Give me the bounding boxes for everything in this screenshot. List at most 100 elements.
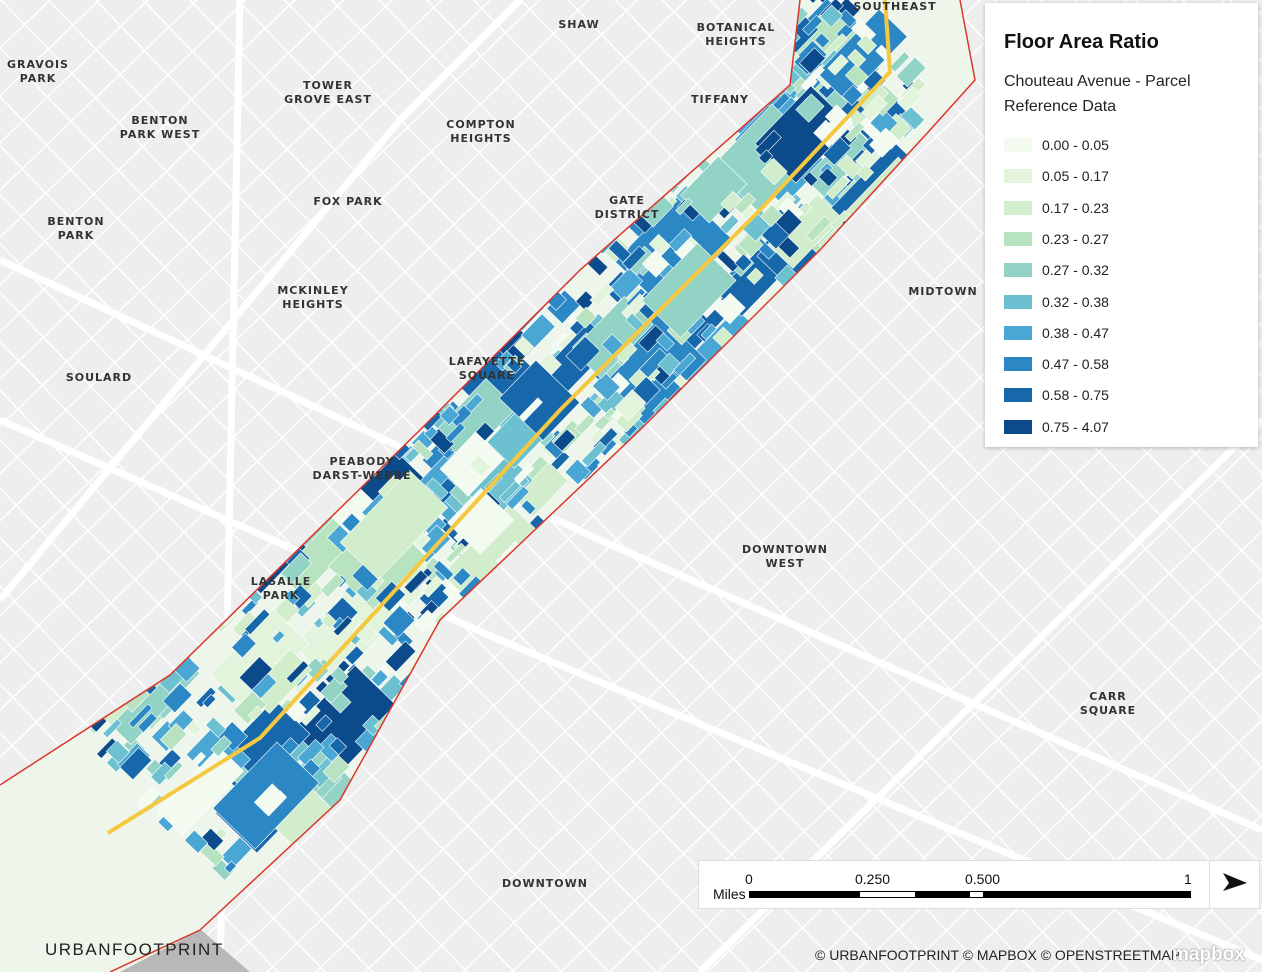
place-label-line: BENTON bbox=[131, 114, 188, 127]
place-label-line: SQUARE bbox=[1080, 704, 1136, 717]
parcel bbox=[244, 608, 271, 636]
parcel bbox=[280, 552, 313, 585]
parcel bbox=[856, 163, 875, 182]
parcel bbox=[760, 157, 788, 186]
parcel bbox=[648, 233, 672, 257]
legend-swatch bbox=[1004, 200, 1032, 215]
place-label: MIDTOWN bbox=[908, 285, 977, 298]
parcel bbox=[439, 405, 460, 426]
parcel bbox=[238, 656, 273, 691]
provider-logo[interactable]: mapbox bbox=[1172, 944, 1245, 965]
place-label-line: GRAVOIS bbox=[7, 58, 69, 71]
north-arrow[interactable] bbox=[1215, 861, 1255, 908]
parcel bbox=[896, 86, 923, 112]
place-label: LAFAYETTE SQUARE bbox=[449, 355, 526, 382]
place-label-line: PARK bbox=[263, 589, 300, 602]
parcel bbox=[622, 245, 647, 271]
parcel bbox=[202, 693, 217, 709]
parcel bbox=[339, 470, 449, 580]
legend-swatch bbox=[1004, 169, 1032, 184]
parcel bbox=[210, 735, 232, 757]
parcel bbox=[253, 783, 287, 817]
parcel bbox=[603, 407, 616, 420]
parcel bbox=[315, 714, 333, 732]
parcel bbox=[844, 121, 866, 143]
legend-label: 0.27 - 0.32 bbox=[1042, 262, 1109, 279]
place-label: TOWER GROVE EAST bbox=[284, 79, 372, 106]
parcel bbox=[283, 589, 300, 606]
place-label: LASALLE PARK bbox=[251, 575, 312, 602]
parcel bbox=[827, 53, 849, 76]
legend-label: 0.23 - 0.27 bbox=[1042, 230, 1109, 247]
place-label: SOULARD bbox=[66, 371, 132, 384]
parcel bbox=[433, 559, 455, 581]
legend-swatch bbox=[1004, 388, 1032, 403]
parcel bbox=[614, 389, 647, 422]
place-label-line: FOX PARK bbox=[313, 195, 382, 208]
parcel bbox=[758, 149, 774, 165]
scale-tick-label: 0.250 bbox=[855, 871, 891, 887]
place-label-line: CARR bbox=[1089, 690, 1127, 703]
parcel bbox=[850, 18, 877, 45]
place-label-line: PARK WEST bbox=[120, 128, 200, 141]
place-label-line: LASALLE bbox=[251, 575, 312, 588]
scale-unit: Miles bbox=[713, 886, 746, 902]
place-label-line: DOWNTOWN bbox=[742, 543, 828, 556]
parcel bbox=[184, 829, 209, 854]
place-label-line: DOWNTOWN bbox=[502, 877, 588, 890]
place-label: BOTANICAL HEIGHTS bbox=[697, 21, 776, 48]
place-label: BENTON PARK WEST bbox=[120, 114, 200, 141]
parcel bbox=[844, 64, 869, 88]
place-label-line: DARST-WEBBE bbox=[313, 469, 412, 482]
legend-label: 0.47 - 0.58 bbox=[1042, 356, 1109, 373]
parcel bbox=[370, 669, 389, 688]
place-label-line: LAFAYETTE bbox=[449, 355, 526, 368]
parcel bbox=[102, 718, 123, 739]
legend-title: Floor Area Ratio bbox=[1004, 31, 1159, 53]
parcel bbox=[414, 609, 437, 633]
parcel bbox=[641, 250, 670, 278]
scale-tick-label: 0.500 bbox=[965, 871, 1001, 887]
parcel bbox=[157, 746, 245, 835]
parcel bbox=[575, 290, 596, 312]
parcel bbox=[895, 56, 927, 88]
parcel bbox=[231, 632, 257, 659]
legend-swatch bbox=[1004, 138, 1032, 152]
legend-swatch bbox=[1004, 357, 1032, 372]
parcel bbox=[847, 48, 867, 68]
parcel bbox=[716, 250, 740, 273]
parcel bbox=[320, 613, 337, 630]
parcel bbox=[332, 616, 353, 637]
parcel bbox=[638, 347, 669, 379]
parcel bbox=[524, 455, 549, 480]
parcel bbox=[247, 705, 264, 722]
parcel bbox=[591, 372, 621, 401]
place-label-line: WEST bbox=[765, 557, 804, 570]
parcel bbox=[271, 630, 286, 644]
place-label-line: HEIGHTS bbox=[705, 35, 766, 48]
place-label: GATE DISTRICT bbox=[595, 194, 660, 221]
parcel bbox=[565, 335, 601, 372]
parcel bbox=[425, 477, 449, 501]
parcel bbox=[553, 428, 576, 452]
parcel bbox=[320, 573, 345, 598]
place-label-line: MIDTOWN bbox=[908, 285, 977, 298]
scale-bar: Miles 0 0.250 0.500 1 bbox=[698, 860, 1260, 909]
parcel bbox=[328, 737, 348, 756]
parcel bbox=[162, 682, 193, 714]
legend-label: 0.05 - 0.17 bbox=[1042, 168, 1109, 185]
place-label-line: GATE bbox=[609, 194, 645, 207]
parcel bbox=[746, 267, 764, 285]
parcel bbox=[672, 352, 697, 377]
legend-label: 0.58 - 0.75 bbox=[1042, 387, 1109, 404]
parcel bbox=[581, 441, 607, 468]
parcel bbox=[384, 640, 417, 673]
parcel bbox=[836, 154, 862, 180]
parcel bbox=[224, 860, 237, 874]
place-label-line: SOUTHEAST bbox=[853, 0, 936, 13]
attribution: © URBANFOOTPRINT © MAPBOX © OPENSTREETMA… bbox=[815, 947, 1181, 963]
parcel bbox=[802, 14, 823, 36]
parcel bbox=[411, 439, 434, 461]
